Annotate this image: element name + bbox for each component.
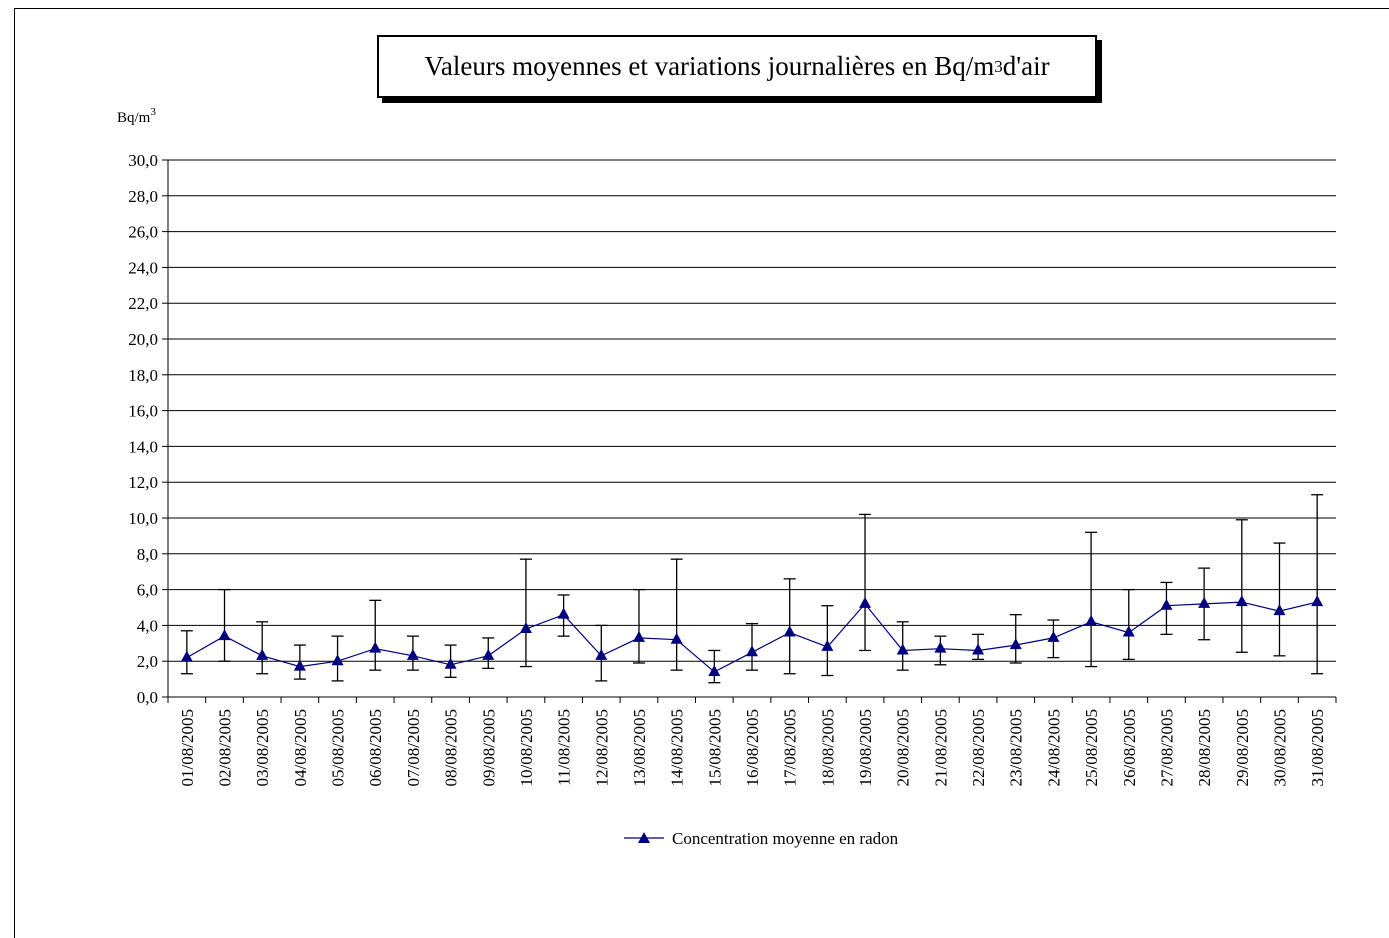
y-tick-label: 30,0 (128, 151, 158, 170)
y-tick-label: 28,0 (128, 187, 158, 206)
data-point-marker (406, 648, 419, 660)
x-tick-label: 07/08/2005 (404, 709, 423, 786)
y-tick-label: 2,0 (137, 652, 158, 671)
axes (162, 159, 1337, 703)
data-point-marker (632, 630, 645, 642)
legend: Concentration moyenne en radon (624, 829, 899, 848)
x-tick-label: 20/08/2005 (894, 709, 913, 786)
x-tick-label: 16/08/2005 (743, 709, 762, 786)
x-tick-label: 13/08/2005 (630, 709, 649, 786)
y-axis-unit-base: Bq/m (117, 110, 151, 126)
y-tick-labels: 0,0 2,0 4,0 6,0 8,0 10,0 12,0 14,0 16,0 18,0 20,0 2… (128, 151, 158, 707)
y-tick-label: 6,0 (137, 581, 158, 600)
data-point-marker (519, 621, 532, 633)
y-tick-label: 10,0 (128, 509, 158, 528)
data-point-marker (934, 641, 947, 653)
x-tick-label: 14/08/2005 (668, 709, 687, 786)
x-tick-label: 30/08/2005 (1270, 709, 1289, 786)
y-tick-label: 14,0 (128, 437, 158, 456)
series-line (180, 595, 1324, 676)
data-point-marker (821, 639, 834, 651)
y-tick-label: 0,0 (137, 688, 158, 707)
grid-lines (168, 159, 1336, 662)
x-tick-label: 25/08/2005 (1082, 709, 1101, 786)
x-tick-label: 29/08/2005 (1233, 709, 1252, 786)
data-point-marker (1311, 595, 1324, 607)
data-point-marker (670, 632, 683, 644)
data-point-marker (896, 643, 909, 655)
data-point-marker (859, 596, 872, 608)
x-tick-label: 31/08/2005 (1308, 709, 1327, 786)
data-point-marker (972, 643, 985, 655)
y-tick-label: 18,0 (128, 366, 158, 385)
data-point-marker (1198, 596, 1211, 608)
x-tick-label: 27/08/2005 (1157, 709, 1176, 786)
y-tick-label: 22,0 (128, 294, 158, 313)
y-tick-label: 20,0 (128, 330, 158, 349)
x-tick-label: 17/08/2005 (781, 709, 800, 786)
x-tick-label: 23/08/2005 (1007, 709, 1026, 786)
data-point-marker (256, 648, 269, 660)
data-point-marker (1273, 604, 1286, 616)
y-tick-label: 24,0 (128, 258, 158, 277)
legend-label: Concentration moyenne en radon (672, 829, 899, 848)
data-point-marker (1160, 598, 1173, 610)
data-point-marker (180, 650, 193, 662)
chart-title-text: Valeurs moyennes et variations journaliè… (424, 51, 995, 81)
data-point-marker (1235, 595, 1248, 607)
x-tick-label: 24/08/2005 (1044, 709, 1063, 786)
x-tick-label: 04/08/2005 (291, 709, 310, 786)
x-tick-label: 05/08/2005 (329, 709, 348, 786)
data-point-marker (1047, 630, 1060, 642)
data-point-marker (369, 641, 382, 653)
x-tick-label: 26/08/2005 (1120, 709, 1139, 786)
x-tick-label: 18/08/2005 (818, 709, 837, 786)
x-tick-label: 15/08/2005 (705, 709, 724, 786)
chart-title: Valeurs moyennes et variations journaliè… (377, 35, 1097, 98)
x-tick-label: 06/08/2005 (366, 709, 385, 786)
x-tick-label: 02/08/2005 (216, 709, 235, 786)
chart-title-superscript: 3 (994, 56, 1003, 76)
legend-marker (638, 832, 650, 843)
y-axis-unit: Bq/m3 (117, 106, 156, 126)
x-tick-label: 09/08/2005 (479, 709, 498, 786)
x-tick-label: 28/08/2005 (1195, 709, 1214, 786)
data-point-marker (595, 648, 608, 660)
x-tick-label: 22/08/2005 (969, 709, 988, 786)
x-tick-label: 01/08/2005 (178, 709, 197, 786)
data-point-marker (557, 607, 570, 619)
data-point-marker (746, 645, 758, 657)
data-point-marker (218, 629, 231, 641)
x-tick-label: 12/08/2005 (592, 709, 611, 786)
data-point-marker (783, 625, 796, 637)
data-point-marker (331, 654, 344, 666)
y-tick-label: 12,0 (128, 473, 158, 492)
x-tick-labels: 01/08/2005 02/08/2005 03/08/2005 04/08/2005… (178, 709, 1327, 786)
chart-title-suffix: d'air (1002, 51, 1050, 81)
x-tick-label: 10/08/2005 (517, 709, 536, 786)
data-point-marker (708, 664, 721, 676)
data-point-marker (293, 659, 306, 671)
data-point-marker (1122, 625, 1135, 637)
data-point-marker (1009, 638, 1022, 650)
x-tick-label: 08/08/2005 (442, 709, 461, 786)
y-tick-label: 26,0 (128, 223, 158, 242)
x-tick-label: 11/08/2005 (555, 709, 574, 786)
y-tick-label: 16,0 (128, 402, 158, 421)
data-point-marker (1085, 614, 1098, 626)
y-tick-label: 8,0 (137, 545, 158, 564)
y-axis-unit-superscript: 3 (150, 106, 156, 118)
x-tick-label: 03/08/2005 (253, 709, 272, 786)
chart-frame (14, 8, 1389, 938)
x-tick-label: 21/08/2005 (931, 709, 950, 786)
x-tick-label: 19/08/2005 (856, 709, 875, 786)
y-tick-label: 4,0 (137, 616, 158, 635)
data-point-marker (444, 657, 457, 669)
data-point-marker (482, 648, 495, 660)
